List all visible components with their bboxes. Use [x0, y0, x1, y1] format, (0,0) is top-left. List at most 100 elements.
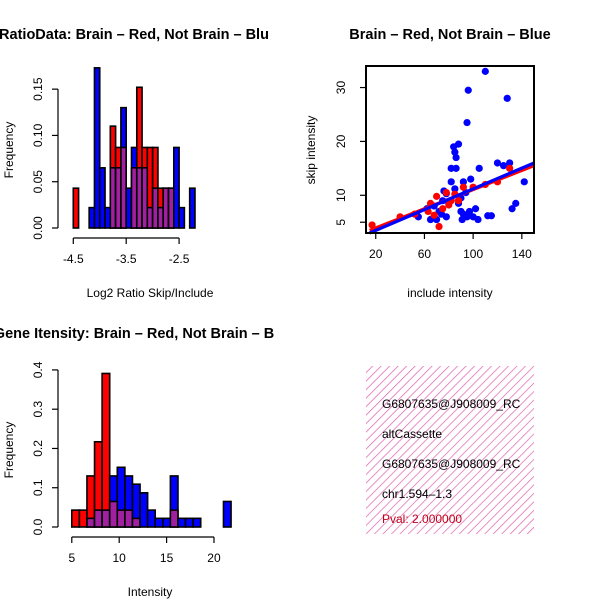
scatter-point-blue	[465, 207, 474, 216]
x-tick-label: 140	[512, 247, 532, 261]
histogram-bar	[98, 167, 106, 229]
ratio-histogram: RatioData: Brain – Red, Not Brain – Blu …	[0, 27, 269, 300]
info-event-type: altCassette	[382, 427, 442, 441]
info-probe-id-2: G6807635@J908009_RC	[382, 457, 521, 471]
histogram-bar	[192, 517, 202, 528]
histogram-bar-overlap	[93, 509, 103, 528]
y-tick-label: 0.15	[31, 77, 45, 101]
histogram-bar	[161, 517, 172, 528]
y-tick-label: 30	[334, 81, 348, 95]
x-tick-label: 15	[160, 551, 174, 565]
ratio-histogram-xlabel: Log2 Ratio Skip/Include	[87, 286, 214, 300]
histogram-bar-overlap	[169, 509, 179, 528]
y-tick-label: 0.3	[31, 401, 45, 418]
scatter-point-blue	[452, 153, 460, 162]
scatter-point-blue	[467, 175, 475, 183]
y-tick-label: 0.4	[31, 361, 45, 378]
scatter-point-red	[430, 211, 438, 219]
scatter-point-blue	[475, 164, 483, 172]
scatter-point-blue	[451, 185, 459, 193]
scatter-point-red	[433, 192, 441, 200]
scatter-point-blue	[452, 164, 460, 172]
histogram-bar	[72, 187, 80, 229]
histogram-bar	[178, 206, 186, 229]
scatter-point-red	[368, 221, 376, 229]
ratio-histogram-ylabel: Frequency	[2, 122, 16, 179]
x-tick-label: 20	[369, 247, 383, 261]
histogram-bar-overlap	[116, 509, 126, 528]
histogram-bar-overlap	[124, 509, 134, 528]
scatter-point-blue	[451, 148, 459, 156]
scatter-point-blue	[454, 140, 463, 148]
scatter-point-blue	[503, 94, 511, 102]
info-probe-id: G6807635@J908009_RC	[382, 397, 521, 411]
histogram-bar	[188, 187, 196, 229]
scatter-point-red	[439, 205, 447, 213]
scatter-point-blue	[471, 205, 480, 213]
x-tick-label: 100	[463, 247, 483, 261]
scatter-point-blue	[463, 118, 471, 127]
scatter-point-blue	[474, 215, 482, 224]
info-location: chr1.594–1.3	[382, 487, 452, 501]
y-tick-label: 0.0	[31, 518, 45, 535]
scatter-point-red	[442, 188, 450, 197]
intensity-scatter-xlabel: include intensity	[407, 286, 492, 300]
histogram-bar	[139, 492, 149, 528]
histogram-bar	[93, 67, 101, 229]
histogram-bar	[101, 372, 111, 528]
scatter-point-blue	[512, 199, 520, 207]
scatter-point-blue	[499, 162, 508, 170]
gene-intensity-histogram-xlabel: Intensity	[128, 585, 173, 599]
x-tick-label: -3.5	[116, 252, 137, 266]
intensity-scatter: Brain – Red, Not Brain – Blue 20 60 100 140…	[304, 27, 551, 300]
intensity-scatter-title: Brain – Red, Not Brain – Blue	[349, 27, 550, 43]
histogram-bar	[146, 509, 157, 528]
scatter-point-blue	[463, 213, 471, 221]
scatter-point-blue	[481, 67, 489, 75]
y-tick-label: 0.1	[31, 479, 45, 496]
histogram-bar	[177, 517, 187, 528]
histogram-bar	[78, 509, 88, 528]
histogram-bar-overlap	[86, 517, 96, 528]
x-tick-label: 60	[418, 247, 432, 261]
info-panel: G6807635@J908009_RC altCassette G6807635…	[366, 366, 534, 534]
scatter-point-blue	[447, 178, 455, 186]
gene-intensity-histogram-title: Gene Itensity: Brain – Red, Not Brain – …	[0, 326, 274, 342]
y-tick-label: 20	[334, 134, 348, 148]
scatter-point-blue	[520, 178, 528, 186]
info-pval: Pval: 2.000000	[382, 512, 462, 526]
histogram-bar	[70, 509, 81, 528]
scatter-point-blue	[459, 178, 467, 186]
scatter-point-blue	[506, 159, 514, 167]
ratio-histogram-title: RatioData: Brain – Red, Not Brain – Blu	[0, 27, 269, 43]
histogram-bar-overlap	[101, 509, 111, 528]
histogram-bar	[184, 517, 194, 528]
scatter-point-blue	[508, 205, 516, 213]
y-tick-label: 0.05	[31, 170, 45, 194]
y-tick-label: 0.2	[31, 440, 45, 457]
fit-line-blue	[369, 161, 535, 235]
info-panel-background	[366, 366, 534, 534]
x-tick-label: -4.5	[63, 252, 84, 266]
x-tick-label: 10	[113, 551, 127, 565]
x-tick-label: 20	[207, 551, 221, 565]
scatter-point-blue	[464, 86, 472, 94]
intensity-scatter-ylabel: skip intensity	[304, 116, 318, 185]
x-tick-label: -2.5	[169, 252, 190, 266]
scatter-point-red	[454, 197, 463, 205]
histogram-bar	[222, 500, 232, 528]
histogram-bar	[154, 517, 164, 528]
y-tick-label: 10	[334, 188, 348, 202]
scatter-point-red	[459, 183, 467, 191]
histogram-bar-overlap	[131, 517, 141, 528]
histogram-bar	[173, 146, 180, 229]
y-tick-label: 0.00	[31, 216, 45, 240]
scatter-point-blue	[442, 213, 450, 221]
gene-intensity-histogram: Gene Itensity: Brain – Red, Not Brain – …	[0, 326, 274, 599]
scatter-point-blue	[487, 212, 495, 220]
y-tick-label: 5	[334, 219, 348, 226]
histogram-bar-overlap	[108, 500, 119, 528]
y-tick-label: 0.10	[31, 123, 45, 147]
x-tick-label: 5	[68, 551, 75, 565]
